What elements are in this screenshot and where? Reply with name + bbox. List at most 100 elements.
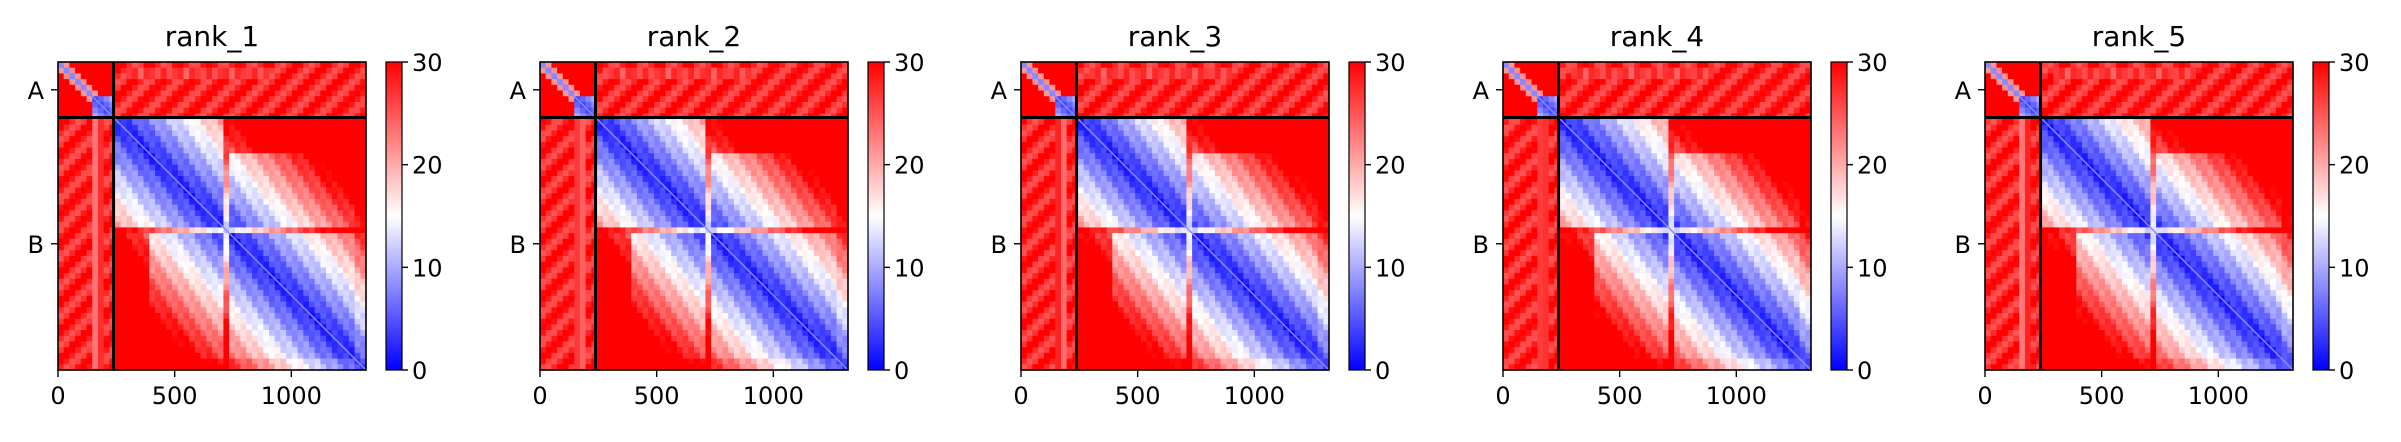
heatmap-cell [343,245,349,251]
heatmap-cell [320,347,326,353]
heatmap-cell [275,119,281,125]
heatmap-cell [768,222,774,228]
heatmap-cell [683,273,689,279]
heatmap-cell [665,256,671,262]
heatmap-cell [212,239,218,245]
heatmap-cell [332,73,338,79]
heatmap-cell [292,233,298,239]
heatmap-cell [349,73,355,79]
heatmap-cell [320,210,326,216]
heatmap-cell [723,262,729,268]
heatmap-cell [660,205,666,211]
heatmap-cell [298,290,304,296]
heatmap-cell [258,102,264,108]
heatmap-cell [178,205,184,211]
heatmap-cell [81,68,87,74]
heatmap-cell [637,250,643,256]
heatmap-cell [643,193,649,199]
heatmap-cell [774,119,780,125]
heatmap-cell [620,73,626,79]
heatmap-cell [132,108,138,114]
heatmap-cell [69,96,75,102]
heatmap-cell [241,279,247,285]
heatmap-cell [189,341,195,347]
heatmap-cell [751,199,757,205]
heatmap-cell [81,227,87,233]
heatmap-cell [626,68,632,74]
heatmap-cell [546,170,552,176]
heatmap-cell [315,273,321,279]
heatmap-cell [608,182,614,188]
heatmap-cell [241,62,247,68]
heatmap-cell [780,227,786,233]
heatmap-cell [774,159,780,165]
heatmap-cell [149,165,155,171]
heatmap-cell [557,227,563,233]
heatmap-cell [69,319,75,325]
heatmap-cell [626,96,632,102]
heatmap-cell [740,193,746,199]
heatmap-cell [660,68,666,74]
heatmap-cell [728,256,734,262]
heatmap-cell [144,142,150,148]
heatmap-cell [677,222,683,228]
heatmap-cell [58,319,64,325]
heatmap-cell [155,136,161,142]
heatmap-cell [711,176,717,182]
heatmap-cell [275,245,281,251]
heatmap-cell [837,250,843,256]
heatmap-cell [189,347,195,353]
heatmap-cell [263,250,269,256]
heatmap-cell [292,210,298,216]
heatmap-cell [269,245,275,251]
heatmap-cell [688,108,694,114]
heatmap-cell [286,119,292,125]
heatmap-cell [303,284,309,290]
heatmap-cell [189,119,195,125]
heatmap-cell [121,222,127,228]
heatmap-cell [315,125,321,131]
heatmap-cell [819,79,825,85]
heatmap-cell [269,262,275,268]
heatmap-cell [263,233,269,239]
heatmap-cell [126,165,132,171]
heatmap-cell [161,193,167,199]
heatmap-cell [557,216,563,222]
heatmap-cell [75,165,81,171]
heatmap-cell [683,170,689,176]
heatmap-cell [677,142,683,148]
heatmap-cell [700,245,706,251]
heatmap-cell [320,165,326,171]
heatmap-cell [126,205,132,211]
heatmap-cell [303,91,309,97]
heatmap-cell [551,216,557,222]
heatmap-cell [332,142,338,148]
heatmap-cell [87,273,93,279]
heatmap-cell [332,296,338,302]
heatmap-cell [138,136,144,142]
heatmap-cell [825,68,831,74]
heatmap-cell [683,182,689,188]
heatmap-cell [740,245,746,251]
heatmap-cell [132,119,138,125]
heatmap-cell [768,159,774,165]
heatmap-cell [711,68,717,74]
heatmap-cell [69,176,75,182]
heatmap-cell [286,307,292,313]
heatmap-cell [837,108,843,114]
heatmap-cell [126,302,132,308]
heatmap-cell [808,165,814,171]
heatmap-cell [64,245,70,251]
heatmap-cell [320,239,326,245]
heatmap-cell [64,210,70,216]
heatmap-cell [235,125,241,131]
heatmap-cell [637,85,643,91]
heatmap-cell [195,125,201,131]
heatmap-cell [574,193,580,199]
heatmap-cell [206,62,212,68]
heatmap-cell [608,187,614,193]
heatmap-cell [201,222,207,228]
heatmap-cell [814,267,820,273]
heatmap-cell [315,182,321,188]
heatmap-cell [643,148,649,154]
